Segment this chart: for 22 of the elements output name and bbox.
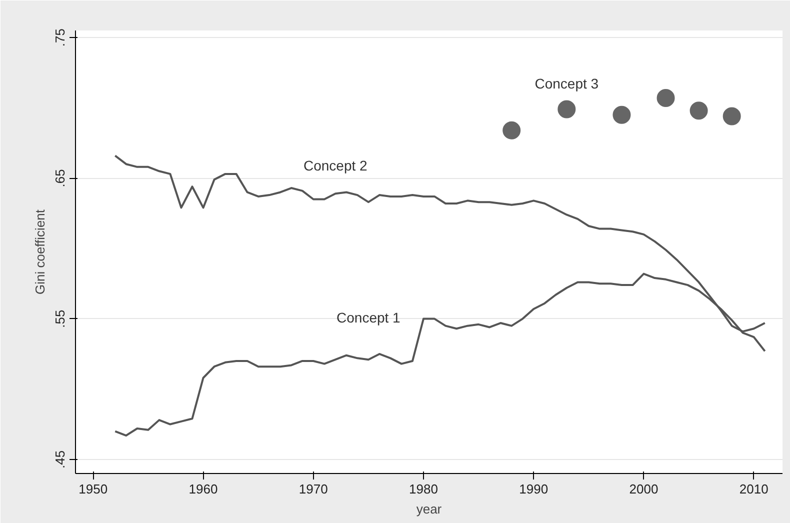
series-label: Concept 3 — [534, 75, 599, 92]
x-tick-label: 2000 — [629, 482, 658, 496]
x-tick-label: 1980 — [409, 482, 438, 496]
x-tick-label: 1990 — [519, 482, 548, 496]
x-axis-title: year — [416, 502, 442, 516]
point — [502, 121, 521, 140]
series-label: Concept 1 — [336, 310, 401, 326]
x-tick-label: 1960 — [188, 482, 218, 496]
point — [656, 89, 675, 107]
x-tick-label: 1970 — [298, 482, 328, 496]
y-tick-label: .75 — [52, 28, 68, 47]
y-tick-label: .45 — [52, 450, 68, 468]
point — [612, 106, 631, 124]
x-tick-label: 1950 — [78, 482, 108, 496]
point — [722, 107, 741, 126]
x-tick-label: 2010 — [739, 482, 768, 496]
series-label: Concept 2 — [303, 158, 368, 174]
y-tick-label: .65 — [52, 169, 68, 188]
point — [690, 102, 708, 120]
point — [558, 100, 576, 118]
y-axis-title: Gini coefficient — [32, 209, 48, 295]
y-tick-label: .55 — [52, 310, 68, 328]
